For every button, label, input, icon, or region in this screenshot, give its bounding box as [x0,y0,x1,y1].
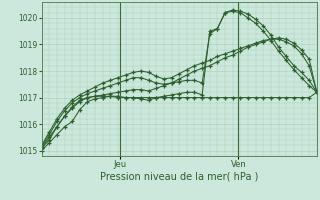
X-axis label: Pression niveau de la mer( hPa ): Pression niveau de la mer( hPa ) [100,172,258,182]
